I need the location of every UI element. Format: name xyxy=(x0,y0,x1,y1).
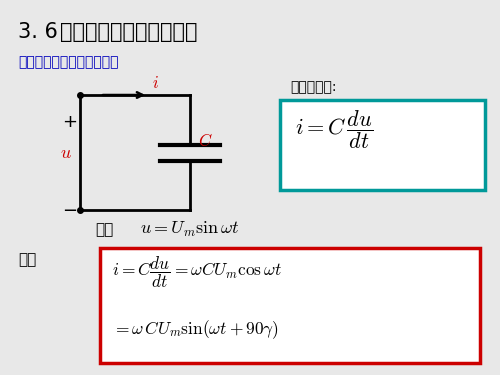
Text: $u = U_m \sin\omega t$: $u = U_m \sin\omega t$ xyxy=(140,220,239,239)
Text: 一、电压与电流之间的关系: 一、电压与电流之间的关系 xyxy=(18,55,118,69)
Text: −: − xyxy=(62,202,77,220)
Text: 则：: 则： xyxy=(18,252,36,267)
Bar xyxy=(100,248,480,363)
Text: $u$: $u$ xyxy=(60,144,72,162)
Text: +: + xyxy=(62,113,77,131)
Text: $= \omega\, C U_m \sin(\omega t + 90°)$: $= \omega\, C U_m \sin(\omega t + 90°)$ xyxy=(112,318,279,341)
Text: $i = C\dfrac{du}{dt} = \omega C U_m \cos\omega t$: $i = C\dfrac{du}{dt} = \omega C U_m \cos… xyxy=(112,255,282,290)
Text: $i$: $i$ xyxy=(152,74,159,92)
Text: $i = C\,\dfrac{du}{dt}$: $i = C\,\dfrac{du}{dt}$ xyxy=(295,108,373,151)
Bar xyxy=(280,100,485,190)
Text: 电容元件的正弦交流电路: 电容元件的正弦交流电路 xyxy=(60,22,198,42)
Text: $C$: $C$ xyxy=(198,132,212,150)
Text: 3. 6: 3. 6 xyxy=(18,22,71,42)
Text: 基本关系式:: 基本关系式: xyxy=(290,80,337,94)
Text: 设：: 设： xyxy=(95,222,113,237)
